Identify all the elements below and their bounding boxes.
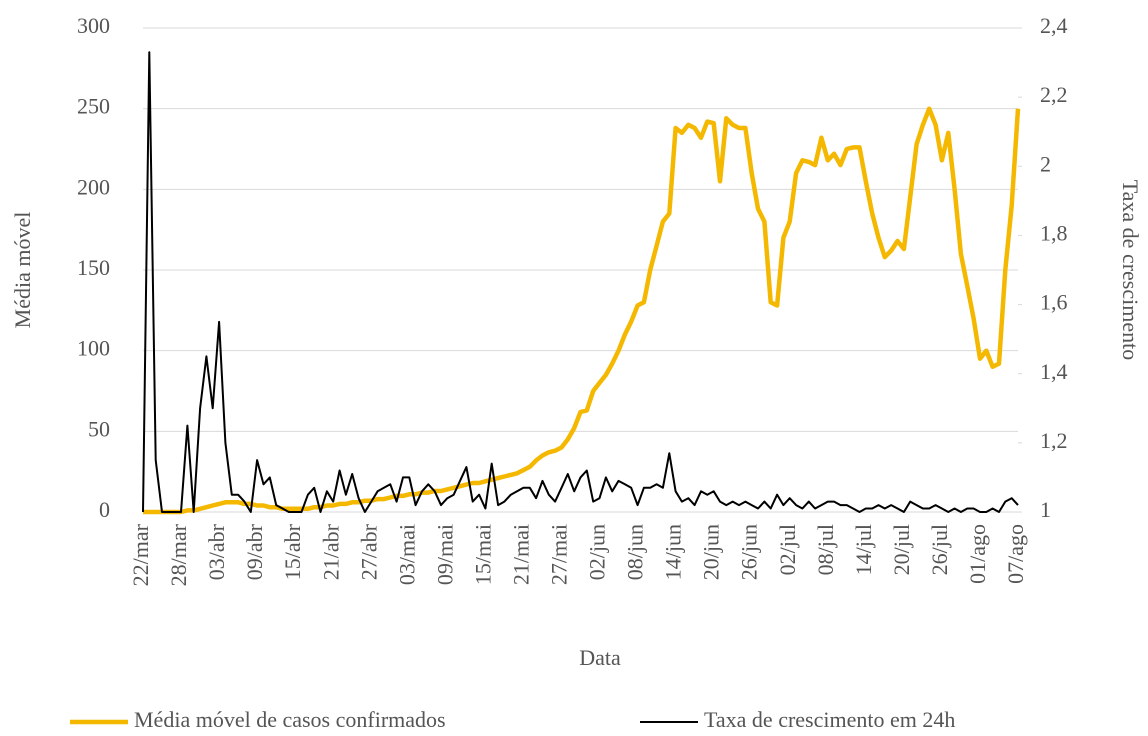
- x-tick-label: 08/jul: [813, 524, 838, 575]
- y2-axis-title: Taxa de crescimento: [1118, 180, 1143, 360]
- x-tick-label: 27/mai: [547, 524, 572, 585]
- y-tick-label: 300: [77, 13, 110, 38]
- x-tick-label: 20/jul: [889, 524, 914, 575]
- series-line: [143, 106, 1021, 515]
- y-tick-label: 200: [77, 174, 110, 199]
- y2-tick-label: 1,8: [1040, 220, 1068, 245]
- y-tick-label: 50: [88, 416, 110, 441]
- y2-tick-label: 1,4: [1040, 359, 1068, 384]
- x-tick-label: 21/mai: [508, 524, 533, 585]
- x-tick-label: 03/mai: [394, 524, 419, 585]
- x-tick-label: 01/ago: [965, 524, 990, 584]
- x-tick-label: 27/abr: [356, 523, 381, 580]
- x-tick-label: 28/mar: [166, 523, 191, 586]
- x-tick-label: 02/jun: [585, 524, 610, 580]
- x-tick-label: 08/jun: [623, 524, 648, 580]
- x-tick-label: 26/jun: [737, 524, 762, 580]
- series-line: [142, 51, 1019, 513]
- x-axis-title: Data: [579, 645, 621, 670]
- y2-tick-label: 1,2: [1040, 428, 1068, 453]
- y-tick-label: 150: [77, 255, 110, 280]
- y-tick-label: 0: [99, 497, 110, 522]
- x-tick-label: 09/mai: [432, 524, 457, 585]
- y2-tick-label: 2,4: [1040, 13, 1068, 38]
- y-tick-label: 250: [77, 94, 110, 119]
- y2-tick-label: 1: [1040, 497, 1051, 522]
- x-tick-label: 14/jul: [851, 524, 876, 575]
- x-tick-label: 07/ago: [1003, 524, 1028, 584]
- y2-tick-label: 1,6: [1040, 290, 1068, 315]
- x-tick-label: 15/mai: [470, 524, 495, 585]
- x-tick-label: 21/abr: [318, 523, 343, 580]
- x-tick-label: 26/jul: [927, 524, 952, 575]
- x-tick-label: 20/jun: [699, 524, 724, 580]
- x-tick-label: 09/abr: [242, 523, 267, 580]
- legend-label: Taxa de crescimento em 24h: [704, 707, 955, 732]
- x-tick-label: 03/abr: [204, 523, 229, 580]
- y-axis-title: Média móvel: [10, 212, 35, 329]
- legend-label: Média móvel de casos confirmados: [134, 707, 446, 732]
- x-tick-label: 14/jun: [661, 524, 686, 580]
- y2-tick-label: 2,2: [1040, 82, 1068, 107]
- x-tick-label: 22/mar: [128, 523, 153, 586]
- y2-tick-label: 2: [1040, 151, 1051, 176]
- x-tick-label: 02/jul: [775, 524, 800, 575]
- y-tick-label: 100: [77, 336, 110, 361]
- x-tick-label: 15/abr: [280, 523, 305, 580]
